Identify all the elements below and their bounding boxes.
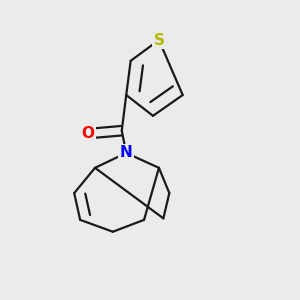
Text: S: S [153, 32, 164, 47]
Text: O: O [81, 126, 94, 141]
Text: N: N [120, 146, 133, 160]
